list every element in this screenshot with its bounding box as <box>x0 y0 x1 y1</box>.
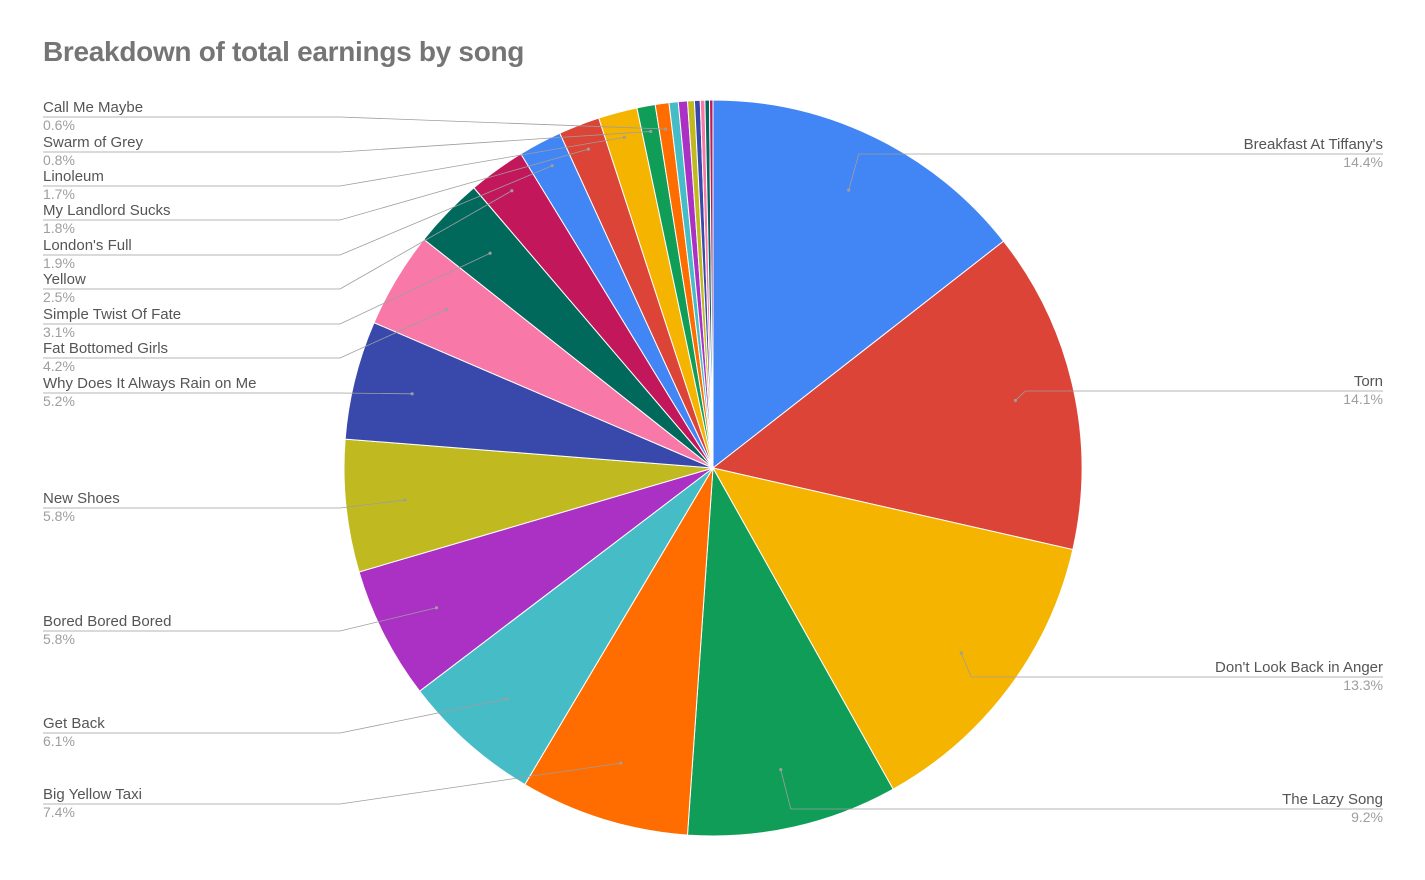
pie-slice-big-yellow-taxi <box>524 467 714 836</box>
leader-line-fat-bottomed-girls <box>43 309 448 359</box>
slice-percent-big-yellow-taxi: 7.4% <box>43 804 75 820</box>
slice-label-yellow: Yellow <box>43 271 86 288</box>
slice-label-call-me-maybe: Call Me Maybe <box>43 99 143 116</box>
pie-slice-new-shoes <box>343 438 714 573</box>
slice-label-new-shoes: New Shoes <box>43 490 120 507</box>
slice-label-linoleum: Linoleum <box>43 168 104 185</box>
slice-label-big-yellow-taxi: Big Yellow Taxi <box>43 786 142 803</box>
pie-slice-torn <box>711 240 1083 551</box>
slice-percent-simple-twist-of-fate: 3.1% <box>43 324 75 340</box>
pie-slice-don-t-look-back-in-anger <box>712 467 1074 790</box>
leader-line-the-lazy-song <box>780 769 1383 810</box>
leader-lines <box>43 116 1383 810</box>
slice-percent-fat-bottomed-girls: 4.2% <box>43 358 75 374</box>
slice-label-swarm-of-grey: Swarm of Grey <box>43 134 144 151</box>
pie-slice-23 <box>709 99 714 469</box>
pie-slice-breakfast-at-tiffany-s <box>712 99 1005 470</box>
leader-line-yellow <box>43 190 513 290</box>
slice-percent-bored-bored-bored: 5.8% <box>43 631 75 647</box>
leader-line-simple-twist-of-fate <box>43 252 491 325</box>
leader-line-call-me-maybe <box>43 116 666 130</box>
slice-label-don-t-look-back-in-anger: Don't Look Back in Anger <box>1215 659 1383 676</box>
leader-dot-swarm-of-grey <box>649 129 653 134</box>
slice-percent-london-s-full: 1.9% <box>43 255 75 271</box>
leader-line-bored-bored-bored <box>43 607 437 632</box>
slice-percent-don-t-look-back-in-anger: 13.3% <box>1343 677 1383 693</box>
slice-percent-my-landlord-sucks: 1.8% <box>43 220 75 236</box>
leader-line-don-t-look-back-in-anger <box>960 652 1383 678</box>
leader-line-linoleum <box>43 136 625 187</box>
slice-percent-swarm-of-grey: 0.8% <box>43 152 75 168</box>
slice-label-london-s-full: London's Full <box>43 237 132 254</box>
slice-label-torn: Torn <box>1354 373 1383 390</box>
pie-slices <box>343 99 1083 837</box>
slice-label-get-back: Get Back <box>43 715 105 732</box>
slice-label-the-lazy-song: The Lazy Song <box>1282 791 1383 808</box>
leader-line-swarm-of-grey <box>43 131 651 153</box>
slice-label-bored-bored-bored: Bored Bored Bored <box>43 613 171 630</box>
slice-percent-linoleum: 1.7% <box>43 186 75 202</box>
leader-line-big-yellow-taxi <box>43 762 621 805</box>
leader-line-london-s-full <box>43 165 553 256</box>
leader-dot-my-landlord-sucks <box>586 147 591 151</box>
leader-line-breakfast-at-tiffany-s <box>848 153 1383 191</box>
slice-label-simple-twist-of-fate: Simple Twist Of Fate <box>43 306 181 323</box>
leader-line-why-does-it-always-rain-on-me <box>43 392 413 395</box>
slice-label-breakfast-at-tiffany-s: Breakfast At Tiffany's <box>1244 136 1383 153</box>
leader-dot-yellow <box>510 189 514 193</box>
leader-line-get-back <box>43 698 508 734</box>
slice-percent-call-me-maybe: 0.6% <box>43 117 75 133</box>
slice-percent-yellow: 2.5% <box>43 289 75 305</box>
chart-title: Breakdown of total earnings by song <box>43 36 525 67</box>
pie-slice-bored-bored-bored <box>358 467 714 692</box>
slice-percent-get-back: 6.1% <box>43 733 75 749</box>
leader-dot-simple-twist-of-fate <box>488 251 492 255</box>
slice-percent-breakfast-at-tiffany-s: 14.4% <box>1343 154 1383 170</box>
slice-percent-why-does-it-always-rain-on-me: 5.2% <box>43 393 75 409</box>
slice-label-my-landlord-sucks: My Landlord Sucks <box>43 202 171 219</box>
pie-slice-get-back <box>418 467 714 786</box>
leader-line-new-shoes <box>43 499 405 509</box>
slice-percent-torn: 14.1% <box>1343 391 1383 407</box>
pie-slice-the-lazy-song <box>686 466 894 837</box>
leader-line-torn <box>1015 390 1383 401</box>
slice-label-fat-bottomed-girls: Fat Bottomed Girls <box>43 340 168 357</box>
leader-line-my-landlord-sucks <box>43 148 589 221</box>
slice-percent-new-shoes: 5.8% <box>43 508 75 524</box>
slice-label-why-does-it-always-rain-on-me: Why Does It Always Rain on Me <box>43 375 256 392</box>
slice-percent-the-lazy-song: 9.2% <box>1351 809 1383 825</box>
